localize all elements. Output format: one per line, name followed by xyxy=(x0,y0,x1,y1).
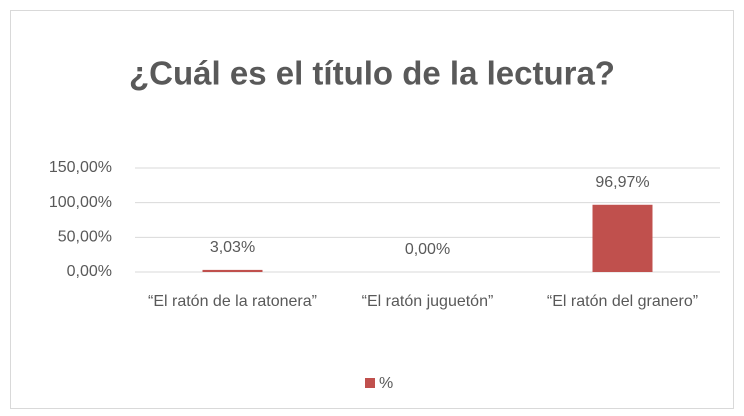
x-tick-label: “El ratón juguetón” xyxy=(361,293,494,310)
chart-title: ¿Cuál es el título de la lectura? xyxy=(129,55,615,92)
bar xyxy=(202,269,263,272)
y-tick-label: 100,00% xyxy=(49,194,112,211)
bar xyxy=(592,204,653,272)
y-tick-label: 0,00% xyxy=(67,263,112,280)
data-label: 0,00% xyxy=(405,241,450,258)
y-tick-label: 50,00% xyxy=(58,229,112,246)
y-tick-label: 150,00% xyxy=(49,159,112,176)
data-label: 96,97% xyxy=(595,174,649,191)
data-label: 3,03% xyxy=(210,239,255,256)
legend-swatch xyxy=(365,378,375,388)
x-tick-label: “El ratón del granero” xyxy=(546,293,699,310)
legend-label: % xyxy=(379,375,393,392)
x-tick-label: “El ratón de la ratonera” xyxy=(148,293,317,310)
